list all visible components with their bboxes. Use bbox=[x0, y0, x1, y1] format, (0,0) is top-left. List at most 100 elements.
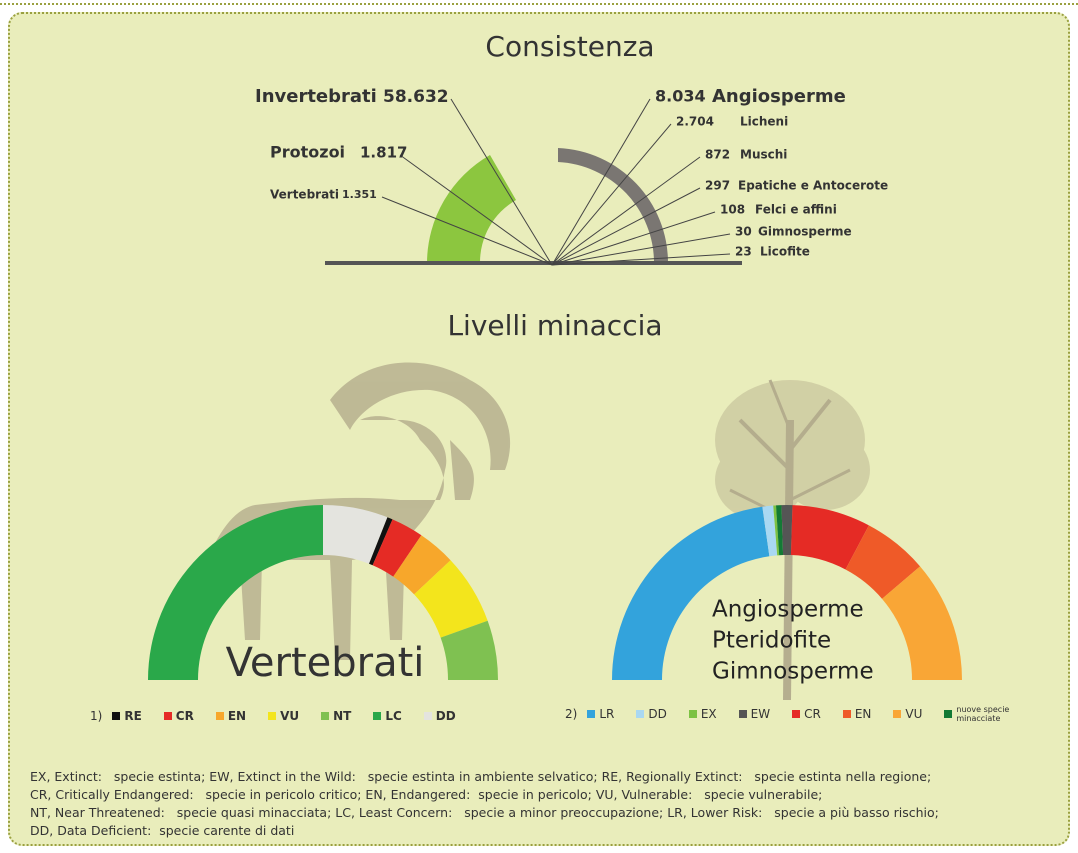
legend-item: EN bbox=[215, 709, 247, 723]
plant-arc bbox=[558, 148, 669, 263]
legend-item: EW bbox=[738, 707, 771, 721]
taxon-count: 2.704 bbox=[676, 115, 714, 129]
legend-label: CR bbox=[804, 707, 821, 721]
chart-label: Pteridofite bbox=[712, 628, 831, 654]
taxon-count: 8.034 bbox=[655, 87, 706, 106]
arc-segment bbox=[440, 620, 498, 680]
leader-line bbox=[551, 156, 701, 266]
leader-line bbox=[450, 98, 553, 266]
legend-label: nuove specie minacciate bbox=[956, 705, 1010, 723]
legend-swatch bbox=[944, 710, 953, 718]
taxon-name: Gimnosperme bbox=[758, 225, 852, 239]
legend-item: EX bbox=[688, 707, 717, 721]
arcs bbox=[148, 505, 962, 680]
leader-line bbox=[551, 211, 716, 266]
legend-swatch bbox=[636, 710, 645, 718]
legend-swatch bbox=[738, 710, 747, 718]
taxon-name: Epatiche e Antocerote bbox=[738, 179, 888, 193]
taxon-name: Invertebrati bbox=[255, 86, 377, 107]
legend-swatch bbox=[688, 710, 697, 718]
legend-swatch bbox=[373, 712, 382, 720]
arc-segment bbox=[612, 506, 770, 680]
panel bbox=[8, 12, 1070, 846]
legend-item: DD bbox=[423, 709, 456, 723]
legend-label: DD bbox=[435, 709, 456, 723]
taxon-count: 297 bbox=[705, 179, 730, 193]
legend-label: DD bbox=[648, 707, 667, 721]
taxon-count: 1.351 bbox=[342, 188, 377, 201]
glossary: EX, Extinct: specie estinta; EW, Extinct… bbox=[30, 768, 1060, 840]
leader-line bbox=[551, 253, 731, 266]
arc-segment bbox=[414, 560, 488, 638]
chart-label: Gimnosperme bbox=[712, 659, 874, 685]
leader-line bbox=[399, 154, 553, 266]
legend-swatch bbox=[842, 710, 851, 718]
legend-label: NT bbox=[333, 709, 352, 723]
legend-label: EW bbox=[750, 707, 771, 721]
legend-item: LC bbox=[373, 709, 402, 723]
arc-segment bbox=[882, 566, 962, 680]
taxon-count: 872 bbox=[705, 148, 730, 162]
legend-item: RE bbox=[112, 709, 142, 723]
legend-item: VU bbox=[893, 707, 922, 721]
glossary-line: CR, Critically Endangered: specie in per… bbox=[30, 787, 823, 802]
arc-segment bbox=[393, 535, 451, 595]
arc-segment bbox=[323, 505, 388, 564]
legend-label: VU bbox=[905, 707, 923, 721]
arc-segment bbox=[148, 505, 323, 680]
legend-number: 2) bbox=[565, 707, 578, 721]
legend-label: CR bbox=[175, 709, 194, 723]
legend-swatch bbox=[163, 712, 172, 720]
legend-label: EN bbox=[227, 709, 247, 723]
taxon-count: 58.632 bbox=[383, 87, 449, 107]
legend-swatch bbox=[215, 712, 224, 720]
section-title: Livelli minaccia bbox=[447, 309, 662, 342]
legend-label: LC bbox=[385, 709, 402, 723]
plant-labels: Angiosperme Pteridofite Gimnosperme bbox=[712, 597, 874, 685]
glossary-line: NT, Near Threatened: specie quasi minacc… bbox=[30, 805, 939, 820]
arc-segment bbox=[776, 505, 784, 556]
legend-label: EN bbox=[854, 707, 872, 721]
taxon-name: Licheni bbox=[740, 115, 788, 129]
chart-label: Angiosperme bbox=[712, 597, 864, 623]
taxon-name: Licofite bbox=[760, 245, 810, 259]
legend-label: LR bbox=[599, 707, 615, 721]
legend-item: CR bbox=[163, 709, 194, 723]
leader-line bbox=[551, 187, 701, 266]
chart-label: Vertebrati bbox=[226, 640, 425, 686]
legend-swatch bbox=[321, 712, 330, 720]
section-title: Consistenza bbox=[485, 30, 654, 63]
legend-item: LR bbox=[587, 707, 614, 721]
legend-item: nuove specie minacciate bbox=[944, 705, 1016, 723]
legend-swatch bbox=[423, 712, 432, 720]
taxon-count: 23 bbox=[735, 245, 752, 259]
legend-swatch bbox=[587, 710, 596, 718]
taxon-count: 30 bbox=[735, 225, 752, 239]
taxon-name: Protozoi bbox=[270, 143, 345, 162]
tree-crown bbox=[715, 380, 870, 520]
glossary-line: DD, Data Deficient: specie carente di da… bbox=[30, 823, 295, 838]
arc-segment bbox=[773, 505, 780, 556]
animal-arc bbox=[427, 155, 516, 263]
legend-item: CR bbox=[792, 707, 821, 721]
legend-item: NT bbox=[321, 709, 351, 723]
arc-segment bbox=[369, 517, 393, 566]
legend-swatch bbox=[792, 710, 801, 718]
taxon-name: Angiosperme bbox=[712, 86, 846, 107]
leader-line bbox=[551, 123, 672, 266]
taxon-count: 108 bbox=[720, 203, 745, 217]
legend-label: VU bbox=[280, 709, 300, 723]
leader-line bbox=[381, 196, 553, 266]
top-border bbox=[0, 3, 1078, 5]
glossary-line: EX, Extinct: specie estinta; EW, Extinct… bbox=[30, 769, 932, 784]
legend-swatch bbox=[112, 712, 121, 720]
taxon-name: Vertebrati bbox=[270, 188, 339, 202]
arc-segment bbox=[781, 505, 793, 556]
legend-item: VU bbox=[268, 709, 299, 723]
legend-label: EX bbox=[700, 707, 717, 721]
arc-segment bbox=[372, 519, 422, 577]
taxon-name: Felci e affini bbox=[755, 203, 837, 217]
legend: 1) RE CR EN VU NT LC DD bbox=[90, 709, 478, 723]
